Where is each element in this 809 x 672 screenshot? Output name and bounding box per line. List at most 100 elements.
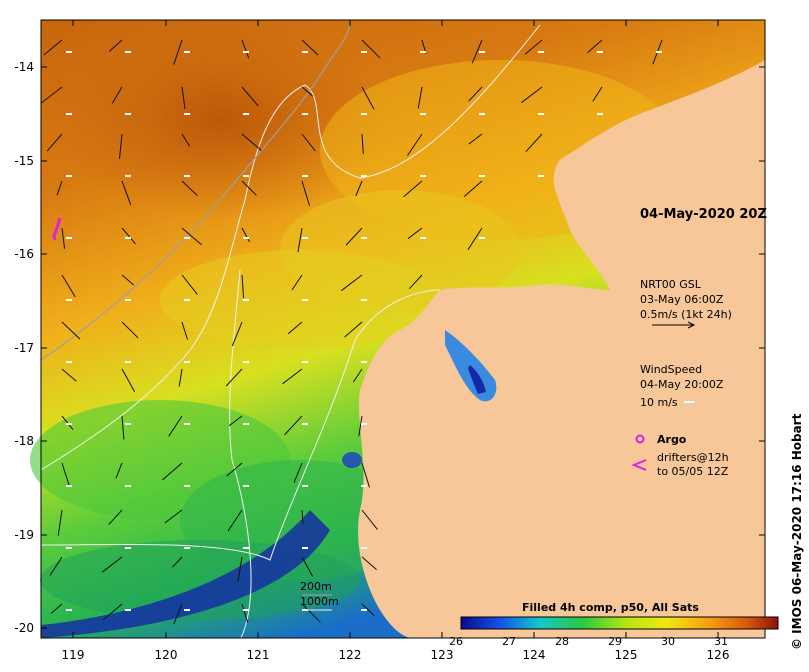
current-vector [49, 556, 63, 576]
lat-tick: -19 [14, 528, 34, 542]
current-vector [344, 321, 363, 338]
current-vector [282, 368, 303, 385]
current-vector [241, 227, 251, 243]
current-vector [293, 462, 303, 483]
current-vector [468, 86, 483, 102]
bathymetry-contours [40, 19, 541, 641]
current-vector [101, 556, 123, 573]
current-vector [61, 368, 77, 382]
lat-tick: -18 [14, 434, 34, 448]
current-vector [61, 462, 70, 487]
current-vector [592, 86, 603, 102]
current-vector [227, 509, 243, 532]
current-vector [181, 227, 202, 246]
current-vector [524, 39, 543, 55]
current-vector [121, 368, 136, 392]
colorbar-tick: 26 [449, 635, 463, 648]
current-vector [173, 603, 183, 625]
wind-legend-time: 04-May 20:00Z [640, 378, 724, 391]
current-vector [228, 415, 243, 427]
current-legend-product: NRT00 GSL [640, 278, 701, 291]
map-date: 04-May-2020 20Z [640, 207, 767, 222]
colorbar-tick: 29 [608, 635, 622, 648]
wind-vectors [66, 51, 662, 611]
current-vector [361, 603, 375, 616]
current-vector [291, 274, 303, 291]
current-vector [525, 133, 543, 153]
current-vector [301, 180, 310, 206]
lon-tick: 124 [522, 648, 546, 662]
current-vector [108, 39, 123, 52]
current-vector [340, 274, 363, 292]
current-vector [121, 180, 132, 206]
lat-tick: -17 [14, 341, 34, 355]
current-vector [407, 227, 423, 240]
bathy-legend-lines [302, 594, 332, 611]
colorbar [460, 616, 779, 630]
current-vector [237, 556, 243, 582]
current-vector [345, 227, 363, 246]
current-vector [467, 227, 483, 251]
lat-tick: -20 [14, 621, 34, 635]
colorbar-tick: 28 [555, 635, 569, 648]
current-vector [361, 509, 378, 530]
current-vector [172, 556, 183, 568]
current-vector [241, 39, 250, 59]
current-vector [301, 39, 319, 56]
current-vector [287, 321, 303, 335]
current-vector [121, 274, 135, 286]
current-vector [301, 603, 321, 623]
current-vector [361, 133, 364, 154]
current-vector [226, 462, 243, 477]
current-vector [417, 86, 423, 109]
current-vector [181, 133, 191, 147]
current-vector [168, 415, 183, 437]
drifters-label: drifters@12h [657, 451, 729, 464]
current-vector [111, 86, 123, 104]
current-vector [225, 368, 243, 387]
current-scale-arrow [652, 321, 696, 329]
drifters-label-date: to 05/05 12Z [657, 465, 729, 478]
axis-ticks [41, 20, 765, 638]
colorbar-tick: 31 [714, 635, 728, 648]
current-vector [181, 180, 198, 196]
current-vectors [41, 39, 663, 625]
current-vector [403, 180, 423, 198]
lon-tick: 126 [706, 648, 730, 662]
wind-legend-title: WindSpeed [640, 363, 703, 376]
current-vector [181, 86, 186, 110]
current-vector [181, 321, 188, 340]
current-vector [355, 180, 363, 197]
current-vector [61, 227, 66, 249]
current-vector [61, 274, 76, 298]
current-vector [61, 321, 81, 340]
lon-tick: 121 [246, 648, 270, 662]
drifter-symbol [631, 459, 647, 471]
current-vector [361, 39, 381, 59]
colorbar-title: Filled 4h comp, p50, All Sats [522, 601, 699, 614]
current-vector [178, 368, 183, 387]
current-vector [284, 415, 303, 436]
current-vector [297, 227, 303, 253]
current-vector [361, 462, 370, 488]
current-vector [56, 180, 63, 196]
current-vector [241, 180, 257, 196]
current-vector [57, 509, 63, 536]
current-vector [241, 133, 262, 151]
current-vector [102, 603, 123, 621]
current-vector [301, 509, 304, 525]
current-vector [231, 321, 243, 347]
current-vector [301, 133, 316, 152]
current-vector [50, 603, 63, 614]
current-vector [108, 509, 123, 525]
current-vector [407, 133, 423, 156]
current-vector [43, 39, 63, 56]
lat-tick: -16 [14, 247, 34, 261]
current-vector [301, 86, 314, 97]
lon-tick: 119 [61, 648, 85, 662]
credit-text: © IMOS 06-May-2020 17:16 Hobart [790, 413, 804, 650]
current-vector [162, 462, 183, 481]
colorbar-tick: 30 [661, 635, 675, 648]
current-vector [587, 39, 603, 53]
argo-label: Argo [657, 433, 687, 446]
